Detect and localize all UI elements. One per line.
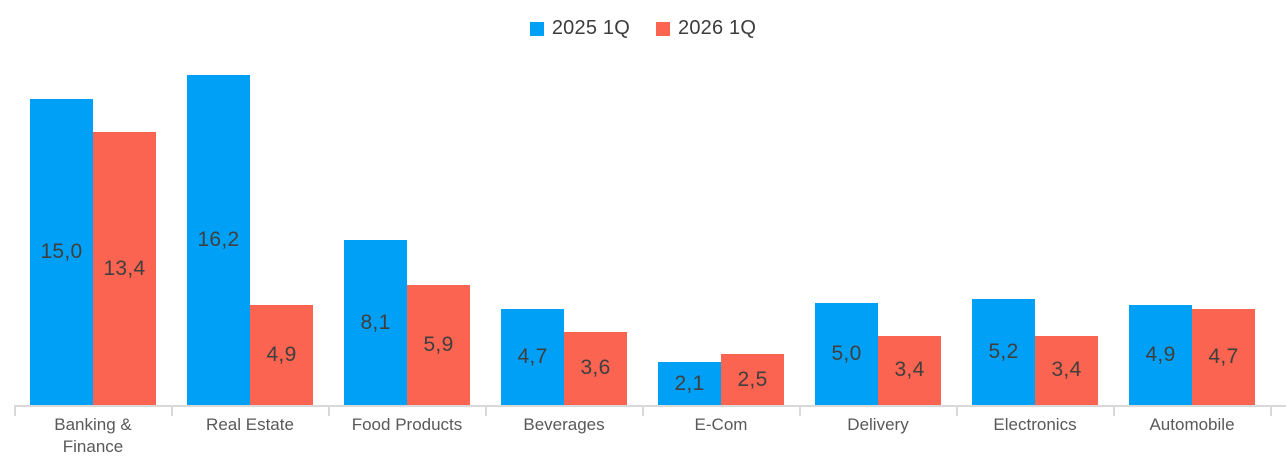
category-label-e-com: E-Com xyxy=(643,414,800,436)
bar-value-label: 4,9 xyxy=(266,343,297,367)
x-axis-tick xyxy=(170,405,173,416)
x-axis-tick xyxy=(1112,405,1115,416)
bar-2025-1q-beverages: 4,7 xyxy=(501,309,564,405)
bar-2025-1q-banking-finance: 15,0 xyxy=(30,99,93,405)
category-label-real-estate: Real Estate xyxy=(172,414,329,436)
bar-2026-1q-real-estate: 4,9 xyxy=(250,305,313,405)
category-label-food-products: Food Products xyxy=(329,414,486,436)
x-axis-tick xyxy=(484,405,487,416)
bar-2026-1q-food-products: 5,9 xyxy=(407,284,470,405)
legend-swatch-icon xyxy=(529,21,544,36)
bar-value-label: 2,1 xyxy=(674,371,705,395)
category-label-automobile: Automobile xyxy=(1114,414,1271,436)
x-axis-tick xyxy=(798,405,801,416)
bar-value-label: 3,4 xyxy=(1051,358,1082,382)
bar-value-label: 2,5 xyxy=(737,367,768,391)
bar-value-label: 16,2 xyxy=(197,228,240,251)
category-label-text: Banking & Finance xyxy=(54,415,132,456)
bar-value-label: 5,0 xyxy=(831,342,862,366)
bar-value-label: 3,6 xyxy=(580,356,611,380)
category-label-beverages: Beverages xyxy=(486,414,643,436)
legend-item-2025-1q: 2025 1Q xyxy=(529,17,630,40)
bar-2026-1q-electronics: 3,4 xyxy=(1035,335,1098,405)
bar-value-label: 13,4 xyxy=(103,256,146,280)
category-label-text: Beverages xyxy=(523,415,605,434)
category-label-electronics: Electronics xyxy=(957,414,1114,436)
bar-value-label: 15,0 xyxy=(40,240,83,264)
category-label-text: Electronics xyxy=(993,415,1077,434)
category-label-text: E-Com xyxy=(694,415,748,434)
category-label-text: Delivery xyxy=(847,415,909,434)
category-label-text: Real Estate xyxy=(206,415,294,434)
bar-value-label: 3,4 xyxy=(894,358,925,382)
x-axis-line xyxy=(14,405,1286,407)
category-label-banking-finance: Banking & Finance xyxy=(15,414,172,458)
category-label-text: Automobile xyxy=(1149,415,1235,434)
legend-swatch-icon xyxy=(656,21,670,36)
legend-label: 2025 1Q xyxy=(551,17,630,39)
legend-item-2026-1q: 2026 1Q xyxy=(656,17,756,40)
bar-value-label: 4,7 xyxy=(517,345,548,369)
bar-2025-1q-delivery: 5,0 xyxy=(815,303,878,405)
bar-value-label: 5,9 xyxy=(423,332,454,356)
bar-value-label: 4,7 xyxy=(1208,345,1239,369)
bar-value-label: 5,2 xyxy=(988,340,1019,364)
bar-2026-1q-e-com: 2,5 xyxy=(721,354,784,405)
legend-label: 2026 1Q xyxy=(678,17,757,39)
bar-value-label: 8,1 xyxy=(360,310,391,334)
bar-2025-1q-e-com: 2,1 xyxy=(658,362,721,405)
bar-2026-1q-delivery: 3,4 xyxy=(878,335,941,405)
category-label-text: Food Products xyxy=(351,415,463,434)
bar-2025-1q-automobile: 4,9 xyxy=(1129,305,1192,405)
bar-2025-1q-electronics: 5,2 xyxy=(972,299,1035,405)
bar-value-label: 4,9 xyxy=(1145,343,1176,367)
category-label-delivery: Delivery xyxy=(800,414,957,436)
bar-2025-1q-real-estate: 16,2 xyxy=(187,75,250,405)
bar-2025-1q-food-products: 8,1 xyxy=(344,240,407,405)
x-axis-tick xyxy=(327,405,330,416)
bar-2026-1q-beverages: 3,6 xyxy=(564,331,627,405)
x-axis-tick xyxy=(13,405,16,416)
chart-legend: 2025 1Q 2026 1Q xyxy=(0,17,1286,40)
bar-2026-1q-banking-finance: 13,4 xyxy=(93,132,156,405)
x-axis-tick xyxy=(641,405,644,416)
bar-2026-1q-automobile: 4,7 xyxy=(1192,309,1255,405)
x-axis-tick xyxy=(955,405,958,416)
x-axis-tick xyxy=(1269,405,1272,416)
